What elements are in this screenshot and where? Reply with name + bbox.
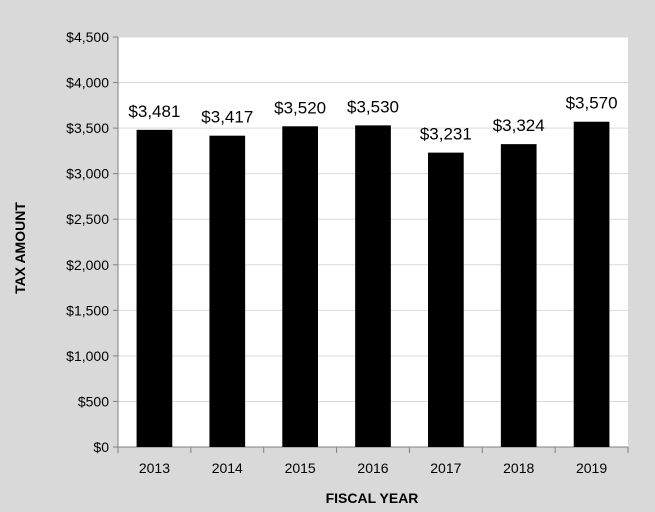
data-label: $3,481: [128, 102, 180, 121]
data-label: $3,570: [566, 94, 618, 113]
y-tick-label: $4,000: [66, 75, 109, 91]
x-tick-label: 2017: [430, 460, 461, 476]
data-label: $3,324: [493, 116, 545, 135]
data-label: $3,231: [420, 125, 472, 144]
y-tick-label: $1,000: [66, 348, 109, 364]
x-tick-label: 2013: [139, 460, 170, 476]
x-tick-label: 2014: [212, 460, 243, 476]
x-tick-label: 2019: [576, 460, 607, 476]
y-tick-label: $3,000: [66, 166, 109, 182]
bar: [209, 135, 246, 447]
y-tick-label: $3,500: [66, 120, 109, 136]
x-axis-label: FISCAL YEAR: [325, 490, 419, 506]
bar: [500, 144, 537, 447]
y-tick-label: $4,500: [66, 29, 109, 45]
y-tick-label: $2,500: [66, 211, 109, 227]
bar: [282, 126, 318, 448]
bar: [428, 152, 464, 447]
y-tick-label: $2,000: [66, 257, 109, 273]
data-label: $3,530: [347, 97, 399, 116]
y-tick-label: $0: [93, 439, 109, 455]
x-tick-label: 2016: [357, 460, 388, 476]
bar: [355, 125, 391, 447]
data-label: $3,417: [201, 108, 253, 127]
bar: [136, 129, 173, 447]
bar: [573, 121, 610, 447]
y-tick-label: $500: [78, 393, 109, 409]
data-label: $3,520: [274, 98, 326, 117]
x-tick-label: 2018: [503, 460, 534, 476]
y-tick-label: $1,500: [66, 302, 109, 318]
y-axis-label: TAX AMOUNT: [12, 202, 28, 294]
x-tick-label: 2015: [285, 460, 316, 476]
